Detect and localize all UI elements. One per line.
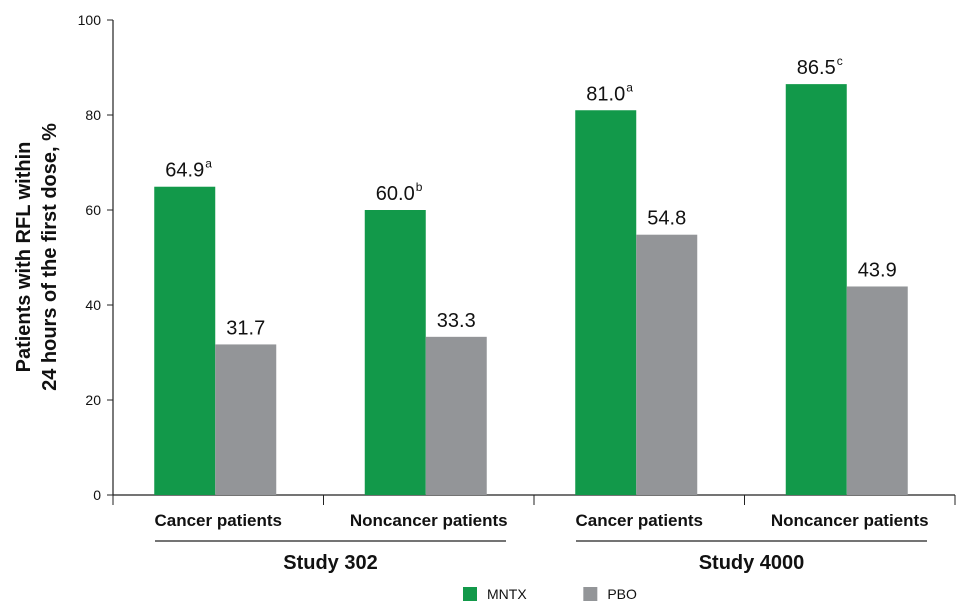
bar	[636, 234, 698, 495]
x-tick-label: Noncancer patients	[771, 511, 929, 530]
value-note: a	[205, 157, 212, 171]
value-label: 86.5	[797, 57, 836, 79]
value-label: 33.3	[437, 310, 476, 332]
value-label: 81.0	[586, 83, 625, 105]
bar	[154, 186, 216, 495]
legend-swatch	[583, 587, 598, 601]
y-tick-label: 0	[93, 487, 101, 503]
y-tick-label: 100	[78, 12, 102, 28]
bar	[425, 336, 487, 495]
y-tick-label: 80	[85, 107, 101, 123]
bar	[364, 210, 426, 495]
value-label: 43.9	[858, 259, 897, 281]
value-label: 60.0	[376, 183, 415, 205]
y-axis-title: 24 hours of the first dose, %	[39, 123, 61, 391]
value-label: 31.7	[226, 317, 265, 339]
bar	[575, 110, 637, 495]
group-label: Study 4000	[699, 552, 805, 574]
value-label: 54.8	[647, 208, 686, 230]
y-tick-label: 60	[85, 202, 101, 218]
legend-label: PBO	[607, 586, 637, 601]
y-axis-title: Patients with RFL within	[13, 142, 35, 373]
value-note: a	[626, 80, 633, 94]
x-tick-label: Cancer patients	[575, 511, 703, 530]
value-label: 64.9	[165, 160, 204, 182]
y-tick-label: 20	[85, 392, 101, 408]
x-tick-label: Cancer patients	[154, 511, 282, 530]
legend-label: MNTX	[487, 586, 527, 601]
group-label: Study 302	[283, 552, 377, 574]
y-tick-label: 40	[85, 297, 101, 313]
value-note: b	[416, 180, 423, 194]
x-tick-label: Noncancer patients	[350, 511, 508, 530]
bar	[785, 84, 847, 495]
bar	[846, 286, 908, 495]
legend-swatch	[463, 587, 477, 601]
value-note: c	[837, 54, 843, 68]
bar	[215, 344, 277, 495]
